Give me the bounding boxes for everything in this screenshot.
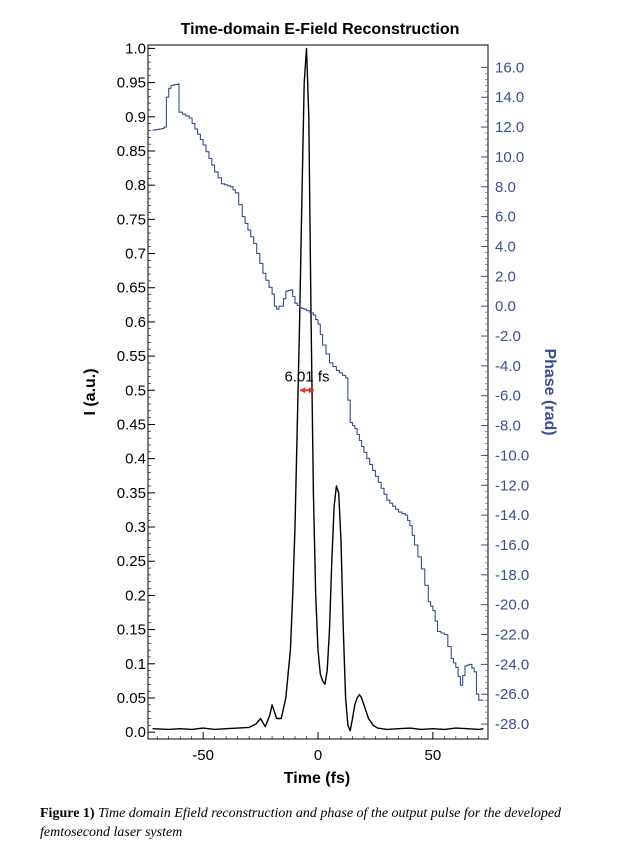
y-tick-label: 0.65 (117, 280, 146, 297)
y-tick-label: 0.3 (125, 519, 146, 536)
y-tick-label: 0.75 (117, 211, 146, 228)
fwhm-arrow-left (300, 387, 306, 394)
y2-tick-label: 16.0 (495, 59, 524, 76)
y2-tick-label: -14.0 (495, 507, 529, 524)
caption-label: Figure 1) (40, 806, 95, 821)
y-tick-label: 0.35 (117, 485, 146, 502)
y2-tick-label: 12.0 (495, 119, 524, 136)
y-tick-label: 1.0 (125, 40, 146, 57)
y-tick-label: 0.25 (117, 553, 146, 570)
series-layer (152, 47, 484, 732)
y-tick-label: 0.55 (117, 348, 146, 365)
phase-line (152, 83, 484, 701)
y-tick-label: 0.4 (125, 451, 146, 468)
y-tick-label: 0.6 (125, 314, 146, 331)
y-tick-label: 0.2 (125, 587, 146, 604)
y-tick-label: 0.95 (117, 75, 146, 92)
y-axis-label: I (a.u.) (82, 368, 99, 415)
y2-tick-label: -18.0 (495, 567, 529, 584)
y2-tick-label: -8.0 (495, 418, 521, 435)
x-axis-label: Time (fs) (284, 770, 350, 787)
y2-tick-label: -4.0 (495, 358, 521, 375)
y-tick-label: 0.15 (117, 622, 146, 639)
x-tick-label: 50 (425, 747, 442, 764)
y2-tick-label: 0.0 (495, 298, 516, 315)
y-tick-label: 0.85 (117, 143, 146, 160)
left-y-axis: 0.0 0.05 0.1 0.15 0.2 0.25 0.3 0.35 0.4 0.45 0.5 0.… (117, 40, 155, 741)
y2-tick-label: -28.0 (495, 716, 529, 733)
x-axis: -50 0 50 (156, 732, 480, 764)
annotation-layer: 6.01 fs (284, 368, 329, 394)
y2-tick-label: 14.0 (495, 89, 524, 106)
y-tick-label: 0.1 (125, 656, 146, 673)
y2-tick-label: -22.0 (495, 627, 529, 644)
right-y-axis: 16.0 14.0 12.0 10.0 8.0 6.0 4.0 2.0 0.0 -2.0 -4.0 -… (481, 59, 529, 733)
y-tick-label: 0.0 (125, 724, 146, 741)
caption-text: Time domain Efield reconstruction and ph… (40, 806, 562, 840)
fwhm-label: 6.01 fs (284, 368, 329, 385)
figure-caption: Figure 1) Time domain Efield reconstruct… (40, 804, 600, 842)
y2-tick-label: -10.0 (495, 447, 529, 464)
x-tick-label: -50 (192, 747, 214, 764)
y-tick-label: 0.9 (125, 109, 146, 126)
intensity-line (152, 47, 484, 732)
y2-tick-label: -26.0 (495, 686, 529, 703)
chart-title: Time-domain E-Field Reconstruction (181, 21, 460, 38)
y2-tick-label: -24.0 (495, 656, 529, 673)
y2-tick-label: 4.0 (495, 238, 516, 255)
chart-figure: Time-domain E-Field Reconstruction 0.00.… (82, 21, 558, 787)
y2-tick-label: -20.0 (495, 597, 529, 614)
y2-tick-label: 10.0 (495, 149, 524, 166)
y2-axis-label: Phase (rad) (541, 348, 558, 435)
y-tick-label: 0.45 (117, 416, 146, 433)
y2-tick-label: 2.0 (495, 268, 516, 285)
y2-tick-label: -16.0 (495, 537, 529, 554)
y2-tick-label: -6.0 (495, 388, 521, 405)
y-tick-label: 0.7 (125, 246, 146, 263)
x-tick-label: 0 (314, 747, 322, 764)
y-tick-label: 0.8 (125, 177, 146, 194)
y-tick-label: 0.5 (125, 382, 146, 399)
fwhm-arrow-right (308, 387, 314, 394)
y2-tick-label: 8.0 (495, 179, 516, 196)
y-tick-label: 0.05 (117, 690, 146, 707)
y2-tick-label: -12.0 (495, 477, 529, 494)
y2-tick-label: -2.0 (495, 328, 521, 345)
y2-tick-label: 6.0 (495, 209, 516, 226)
